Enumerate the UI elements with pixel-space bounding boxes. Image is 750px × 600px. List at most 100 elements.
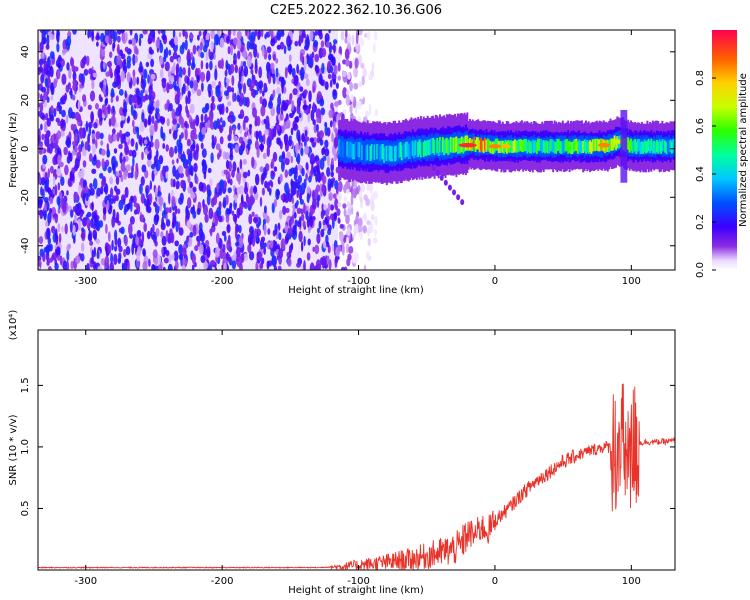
noise-blob xyxy=(297,164,302,171)
noise-blob xyxy=(319,158,325,170)
noise-blob xyxy=(121,194,126,203)
noise-blob xyxy=(148,93,152,101)
noise-blob xyxy=(350,207,354,215)
signal-cell xyxy=(349,141,351,157)
noise-blob xyxy=(57,62,62,69)
noise-blob xyxy=(339,223,344,229)
noise-blob xyxy=(305,78,310,87)
noise-blob xyxy=(112,133,117,142)
signal-cell xyxy=(540,139,542,152)
noise-blob xyxy=(62,48,67,54)
noise-blob xyxy=(229,39,234,47)
noise-blob xyxy=(280,194,284,201)
noise-blob xyxy=(154,138,160,151)
noise-blob xyxy=(169,75,175,82)
noise-blob xyxy=(303,178,307,189)
noise-blob xyxy=(290,178,294,188)
noise-blob xyxy=(321,184,326,194)
noise-blob xyxy=(88,124,92,137)
noise-blob xyxy=(242,82,247,95)
noise-blob xyxy=(299,52,304,63)
noise-blob xyxy=(73,236,76,244)
noise-blob xyxy=(72,206,76,213)
noise-blob xyxy=(295,182,301,189)
noise-blob xyxy=(154,213,160,223)
signal-cell xyxy=(647,138,650,151)
noise-blob xyxy=(352,187,357,199)
noise-blob xyxy=(225,194,229,205)
noise-blob xyxy=(334,180,339,190)
noise-blob xyxy=(155,159,161,172)
noise-blob xyxy=(89,183,93,189)
noise-blob xyxy=(185,205,189,216)
noise-blob xyxy=(169,55,174,63)
noise-blob xyxy=(231,75,235,86)
noise-blob xyxy=(268,100,273,109)
noise-blob xyxy=(74,164,78,172)
noise-blob xyxy=(91,133,95,140)
noise-blob xyxy=(91,201,94,212)
noise-blob xyxy=(124,31,128,42)
noise-blob xyxy=(270,181,274,188)
noise-blob xyxy=(196,68,200,76)
noise-blob xyxy=(337,244,342,252)
noise-blob xyxy=(298,216,302,229)
signal-cell xyxy=(661,139,664,152)
noise-blob xyxy=(201,82,204,92)
noise-blob xyxy=(213,120,218,130)
noise-blob xyxy=(232,213,238,223)
noise-blob xyxy=(72,30,77,35)
noise-blob xyxy=(43,121,48,133)
noise-blob xyxy=(363,264,367,270)
noise-blob xyxy=(345,59,350,67)
noise-blob xyxy=(138,134,142,146)
noise-blob xyxy=(278,76,284,82)
noise-blob xyxy=(190,121,196,130)
noise-blob xyxy=(46,229,50,240)
noise-blob xyxy=(150,73,156,80)
noise-blob xyxy=(200,113,204,123)
noise-blob xyxy=(187,197,192,209)
noise-blob xyxy=(340,30,345,41)
signal-cell xyxy=(552,140,555,153)
noise-blob xyxy=(186,235,189,243)
noise-blob xyxy=(187,175,191,184)
signal-hotspot xyxy=(612,139,623,144)
noise-blob xyxy=(55,117,60,123)
noise-blob xyxy=(115,176,120,185)
noise-blob xyxy=(306,186,311,196)
noise-blob xyxy=(157,190,162,197)
noise-blob xyxy=(253,89,259,96)
noise-blob xyxy=(96,219,101,232)
noise-blob xyxy=(353,66,358,78)
noise-blob xyxy=(145,187,148,199)
noise-blob xyxy=(335,166,339,174)
noise-blob xyxy=(263,242,267,248)
noise-blob xyxy=(203,171,207,180)
noise-blob xyxy=(209,60,213,71)
signal-cell xyxy=(630,138,632,151)
noise-blob xyxy=(277,265,282,270)
signal-cell xyxy=(339,141,342,158)
colorbar-tick-label: 0.8 xyxy=(695,70,706,86)
signal-cell xyxy=(631,141,634,154)
noise-blob xyxy=(57,69,61,79)
noise-blob xyxy=(105,85,109,97)
noise-blob xyxy=(229,202,233,208)
x-tick-label: -300 xyxy=(74,276,97,287)
noise-blob xyxy=(255,261,259,270)
noise-blob xyxy=(224,152,230,160)
signal-cell xyxy=(564,139,567,152)
noise-blob xyxy=(264,128,270,136)
noise-blob xyxy=(95,238,101,244)
noise-blob xyxy=(279,173,283,183)
signal-cell xyxy=(436,138,439,154)
noise-blob xyxy=(73,66,79,72)
signal-cell xyxy=(458,138,461,154)
noise-blob xyxy=(239,253,245,264)
noise-blob xyxy=(290,186,294,195)
noise-blob xyxy=(92,143,96,155)
noise-blob xyxy=(231,115,236,123)
noise-blob xyxy=(56,254,62,261)
noise-blob xyxy=(242,158,247,165)
